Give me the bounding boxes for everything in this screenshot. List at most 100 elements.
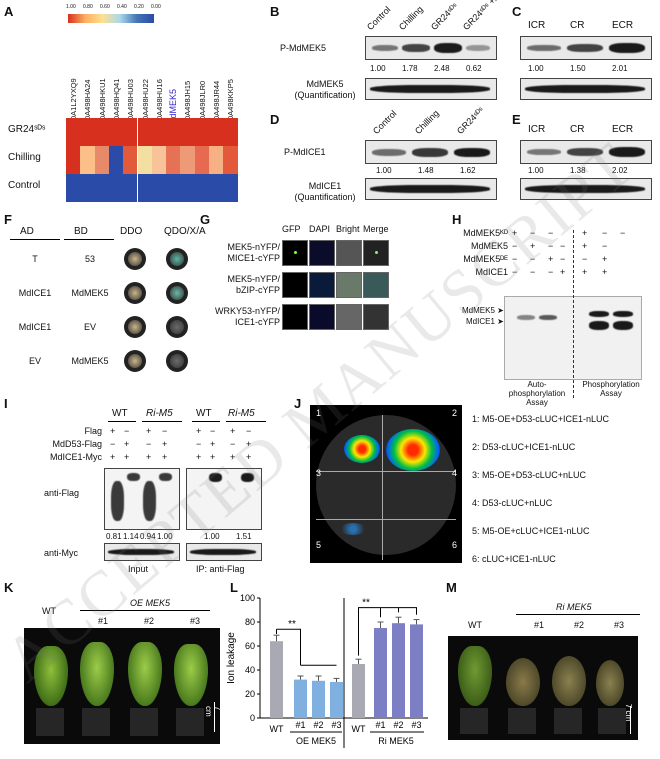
presence-sign: + [110,426,116,436]
microscopy-image [336,240,362,266]
panel-f-label: F [4,212,12,227]
x-tick-label: #1 [295,720,305,730]
presence-sign: + [162,452,168,462]
condition-label: Chilling [396,4,425,33]
heatmap-cell [94,118,109,146]
bar [330,682,343,718]
microscopy-header: GFP [282,224,301,234]
band-label-mdice1: MdICE1 ➤ [466,317,504,326]
heatmap-cell [80,174,95,202]
ad-construct: EV [28,356,41,366]
input-value: 0.81 [106,532,122,541]
condition-label: GR24ˢᴰˢ +λPPase [460,0,520,32]
y-tick-label: 40 [245,665,255,675]
luciferase-legend-item: 4: D53-cLUC+nLUC [472,498,553,508]
presence-sign: − [620,228,626,238]
x-tick-label: WT [270,724,284,734]
blot-band [159,473,172,481]
presence-sign: − [602,241,608,251]
heatmap-cell [137,174,152,202]
heatmap-cell [223,118,238,146]
auto-phos-label: Auto-phosphorylation Assay [508,380,566,407]
bifc-construct: MEK5-nYFP/ MICE1-cYFP [227,242,280,263]
heatmap-cell [223,174,238,202]
quantification-value: 1.62 [460,166,476,175]
ad-construct: T [32,254,38,264]
bifc-construct: MEK5-nYFP/ bZIP-cYFP [227,274,280,295]
x-tick-label: #3 [411,720,421,730]
construct-label: MdD53-Flag [52,439,102,449]
x-tick-label: WT [352,724,366,734]
microscopy-image [336,272,362,298]
condition-label: Control [370,108,399,136]
presence-sign: + [124,452,130,462]
header-underline [64,239,114,240]
k-group-label: OE MEK5 [130,598,171,608]
microscopy-header: DAPI [309,224,331,234]
bar [410,624,423,718]
bar [294,679,307,718]
presence-sign: − [530,228,536,238]
input-myc-blot [104,543,180,561]
bar [270,641,283,718]
heatmap-cell [123,118,138,146]
quantification-value: 1.00 [528,166,544,175]
presence-sign: + [196,426,202,436]
heatmap-cell [66,174,81,202]
panel-k-label: K [4,580,14,595]
m-group-label: Ri MEK5 [556,602,592,612]
p-mdmek5-blot [365,36,497,60]
heatmap-cell [137,146,152,174]
colorbar-tick: 0.00 [151,4,161,10]
phos-label: Phosphorylation Assay [582,380,640,398]
yeast-colony [124,350,146,372]
heatmap-colorbar [68,14,154,23]
protein-label: MdMEK5ᴰᴱ [463,254,508,264]
quantification-value: 1.48 [418,166,434,175]
panel-j-label: J [294,396,302,411]
panel-e-label: E [512,112,521,127]
presence-sign: − [560,254,566,264]
yeast-colony [166,316,188,338]
presence-sign: − [548,267,554,277]
blot-band [190,549,256,555]
presence-sign: − [512,241,518,251]
genotype-underline [108,421,136,422]
microscopy-image [336,304,362,330]
band-label-mdmek5: MdMEK5 ➤ [462,306,504,315]
heatmap-cell [123,146,138,174]
ip-flag-blot [186,468,262,530]
presence-sign: − [110,439,116,449]
presence-sign: − [196,439,202,449]
panel-m-label: M [446,580,457,595]
microscopy-header: Merge [363,224,389,234]
yeast-colony [166,350,188,372]
heatmap-cell [80,146,95,174]
colony-spot [170,354,184,368]
presence-sign: + [512,228,518,238]
heatmap-cell [108,146,124,174]
section-number: 1 [316,408,322,418]
mdice1-blot [365,178,497,200]
condition-label: ICR [528,124,546,135]
bar [352,664,365,718]
panel-b-label: B [270,4,280,19]
plant-line-label: #3 [614,620,625,630]
m-wt-label: WT [468,620,482,630]
plant-line-label: #2 [144,616,155,626]
condition-label: GR24ˢᴰˢ [454,105,486,136]
bd-construct: MdMEK5 [71,356,109,366]
p-mdmek5-label: P-MdMEK5 [280,43,327,53]
presence-sign: − [560,241,566,251]
heatmap-cell [80,118,95,146]
panel-a-label: A [4,4,14,19]
colorbar-tick: 1.00 [66,4,76,10]
condition-label: Chilling [412,108,441,136]
condition-label: ECR [612,20,634,31]
presence-sign: − [530,267,536,277]
x-tick-label: #2 [393,720,403,730]
blot-band [108,549,174,555]
presence-sign: + [210,439,216,449]
microscopy-header: Bright [336,224,360,234]
presence-sign: − [512,267,518,277]
